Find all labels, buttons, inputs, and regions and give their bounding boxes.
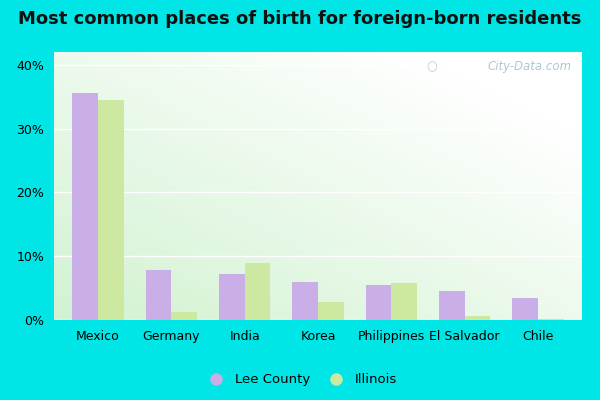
- Bar: [219, 274, 245, 320]
- Bar: [292, 282, 318, 320]
- Bar: [365, 285, 391, 320]
- Text: City-Data.com: City-Data.com: [487, 60, 571, 73]
- Bar: [146, 270, 172, 320]
- Bar: [391, 283, 417, 320]
- Bar: [245, 262, 271, 320]
- Bar: [439, 291, 464, 320]
- Bar: [512, 298, 538, 320]
- Bar: [318, 302, 344, 320]
- Bar: [538, 319, 563, 320]
- Text: Most common places of birth for foreign-born residents: Most common places of birth for foreign-…: [19, 10, 581, 28]
- Text: ○: ○: [426, 60, 437, 73]
- Bar: [98, 100, 124, 320]
- Bar: [464, 316, 490, 320]
- Legend: Lee County, Illinois: Lee County, Illinois: [198, 368, 402, 392]
- Bar: [172, 312, 197, 320]
- Bar: [73, 94, 98, 320]
